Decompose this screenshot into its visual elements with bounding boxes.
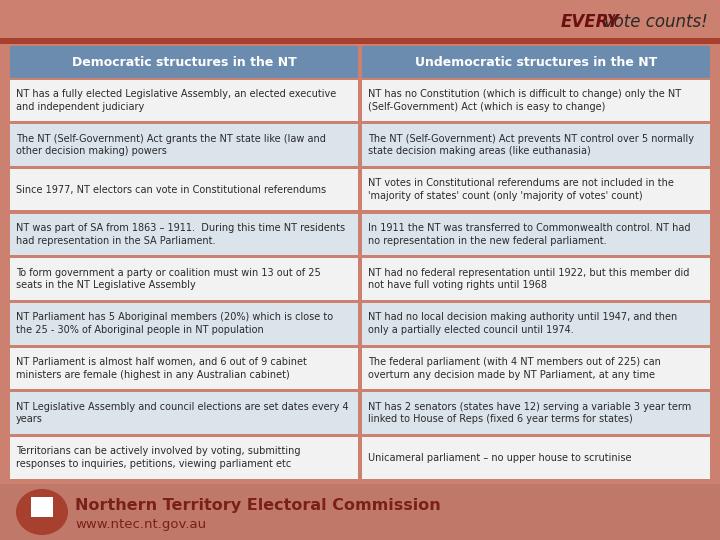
Bar [362, 303, 710, 345]
Bar [10, 46, 358, 78]
Text: The federal parliament (with 4 NT members out of 225) can
overturn any decision : The federal parliament (with 4 NT member… [368, 357, 661, 380]
Text: NT Legislative Assembly and council elections are set dates every 4
years: NT Legislative Assembly and council elec… [16, 402, 348, 424]
Bar [10, 79, 358, 121]
Bar [362, 348, 710, 389]
Bar [362, 124, 710, 166]
Text: NT had no local decision making authority until 1947, and then
only a partially : NT had no local decision making authorit… [368, 312, 678, 335]
Bar [362, 258, 710, 300]
Text: NT Parliament is almost half women, and 6 out of 9 cabinet
ministers are female : NT Parliament is almost half women, and … [16, 357, 307, 380]
Text: The NT (Self-Government) Act prevents NT control over 5 normally
state decision : The NT (Self-Government) Act prevents NT… [368, 133, 694, 157]
Text: www.ntec.nt.gov.au: www.ntec.nt.gov.au [75, 518, 206, 531]
Text: Democratic structures in the NT: Democratic structures in the NT [71, 56, 297, 69]
Text: NT votes in Constitutional referendums are not included in the
'majority of stat: NT votes in Constitutional referendums a… [368, 178, 674, 201]
Bar [10, 213, 358, 255]
Bar [362, 392, 710, 434]
Bar [0, 484, 720, 540]
Text: The NT (Self-Government) Act grants the NT state like (law and
other decision ma: The NT (Self-Government) Act grants the … [16, 133, 326, 157]
Bar [10, 169, 358, 211]
Bar [10, 303, 358, 345]
Bar [10, 258, 358, 300]
Bar [362, 169, 710, 211]
Text: EVERY: EVERY [561, 13, 620, 31]
Bar [0, 38, 720, 44]
Text: Northern Territory Electoral Commission: Northern Territory Electoral Commission [75, 498, 441, 513]
Bar [362, 46, 710, 78]
Bar [362, 437, 710, 478]
Ellipse shape [16, 489, 68, 535]
Text: NT Parliament has 5 Aboriginal members (20%) which is close to
the 25 - 30% of A: NT Parliament has 5 Aboriginal members (… [16, 312, 333, 335]
Text: NT was part of SA from 1863 – 1911.  During this time NT residents
had represent: NT was part of SA from 1863 – 1911. Duri… [16, 223, 345, 246]
Text: NT has a fully elected Legislative Assembly, an elected executive
and independen: NT has a fully elected Legislative Assem… [16, 89, 336, 112]
Text: NT had no federal representation until 1922, but this member did
not have full v: NT had no federal representation until 1… [368, 268, 689, 291]
Text: Territorians can be actively involved by voting, submitting
responses to inquiri: Territorians can be actively involved by… [16, 446, 300, 469]
Bar [10, 392, 358, 434]
FancyBboxPatch shape [31, 497, 53, 517]
Text: Vote counts!: Vote counts! [598, 13, 708, 31]
Text: Since 1977, NT electors can vote in Constitutional referendums: Since 1977, NT electors can vote in Cons… [16, 185, 326, 194]
Text: NT has no Constitution (which is difficult to change) only the NT
(Self-Governme: NT has no Constitution (which is difficu… [368, 89, 681, 112]
Text: Undemocratic structures in the NT: Undemocratic structures in the NT [415, 56, 657, 69]
Text: To form government a party or coalition must win 13 out of 25
seats in the NT Le: To form government a party or coalition … [16, 268, 320, 291]
Text: NT has 2 senators (states have 12) serving a variable 3 year term
linked to Hous: NT has 2 senators (states have 12) servi… [368, 402, 691, 424]
Bar [10, 348, 358, 389]
Bar [362, 79, 710, 121]
Bar [10, 437, 358, 478]
Text: In 1911 the NT was transferred to Commonwealth control. NT had
no representation: In 1911 the NT was transferred to Common… [368, 223, 690, 246]
Bar [10, 124, 358, 166]
Text: Unicameral parliament – no upper house to scrutinise: Unicameral parliament – no upper house t… [368, 453, 631, 463]
Bar [362, 213, 710, 255]
